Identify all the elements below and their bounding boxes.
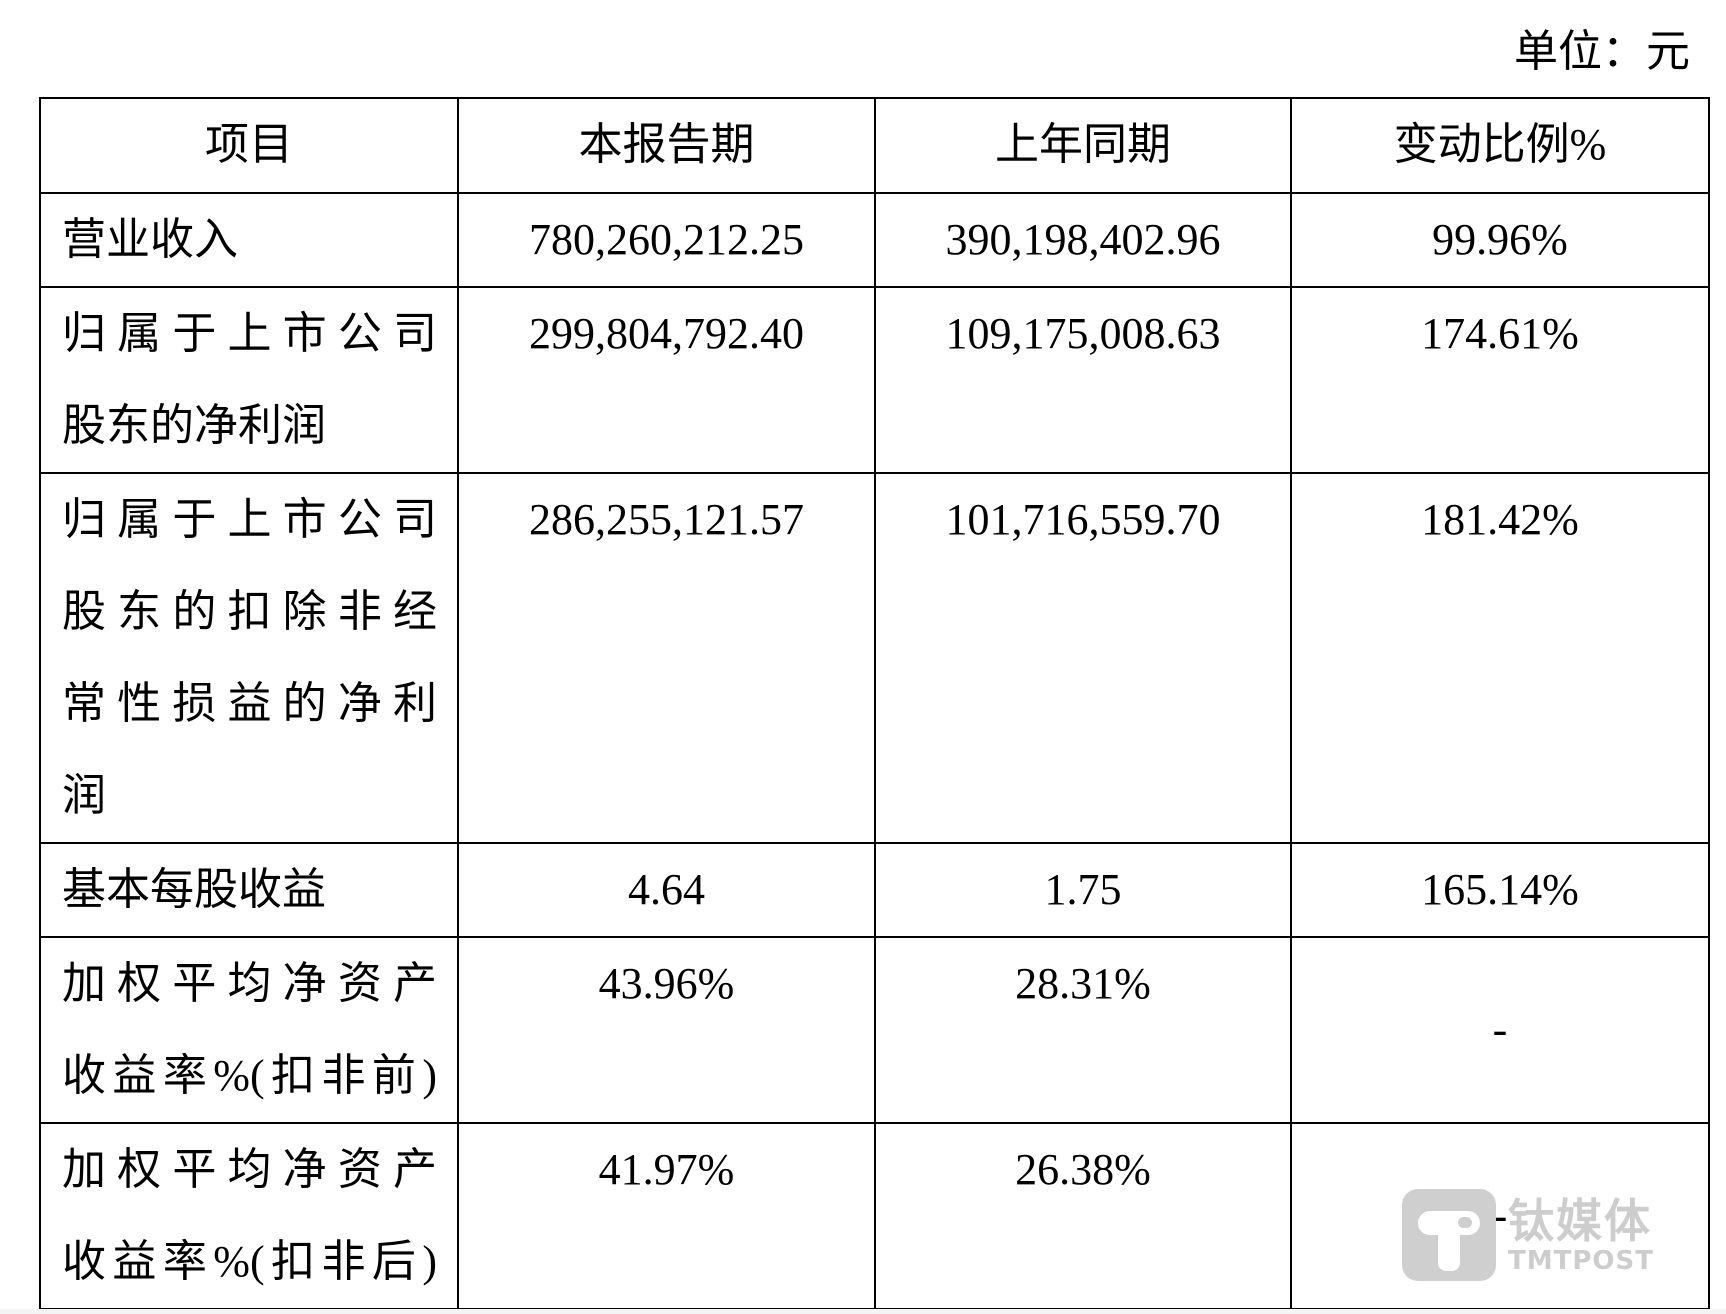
label-line: 股东的净利润 — [62, 401, 326, 450]
cell-prior: 1.75 — [874, 842, 1292, 938]
label-line: 加权平均净资产 — [62, 959, 437, 1008]
label-line: 营业收入 — [62, 215, 238, 264]
row-label: 营业收入 — [39, 192, 459, 288]
label-line: 基本每股收益 — [62, 865, 326, 914]
label-line: 股东的扣除非经 — [62, 587, 437, 636]
table-row: 加权平均净资产 收益率%(扣非后) 41.97% 26.38% - — [39, 1122, 1710, 1310]
cell-change: - — [1290, 1122, 1710, 1310]
unit-label: 单位：元 — [1514, 27, 1690, 76]
label-line: 归属于上市公司 — [62, 495, 437, 544]
cell-current: 286,255,121.57 — [457, 472, 876, 844]
label-line: 加权平均净资产 — [62, 1145, 437, 1194]
cell-prior: 109,175,008.63 — [874, 286, 1292, 474]
cell-change: 174.61% — [1290, 286, 1710, 474]
header-item: 项目 — [39, 97, 459, 194]
label-line: 收益率%(扣非前) — [62, 1051, 437, 1100]
cell-current: 299,804,792.40 — [457, 286, 876, 474]
header-change-ratio: 变动比例% — [1290, 97, 1710, 194]
cell-current: 43.96% — [457, 936, 876, 1124]
cell-change: 181.42% — [1290, 472, 1710, 844]
row-label: 归属于上市公司 股东的净利润 — [39, 286, 459, 474]
table-row: 归属于上市公司 股东的净利润 299,804,792.40 109,175,00… — [39, 286, 1710, 474]
table-row: 加权平均净资产 收益率%(扣非前) 43.96% 28.31% - — [39, 936, 1710, 1124]
row-label: 基本每股收益 — [39, 842, 459, 938]
label-line: 归属于上市公司 — [62, 309, 437, 358]
header-current-period: 本报告期 — [457, 97, 876, 194]
table-row: 基本每股收益 4.64 1.75 165.14% — [39, 842, 1710, 938]
watermark-en: TMTPOST — [1508, 1246, 1654, 1276]
cell-prior: 390,198,402.96 — [874, 192, 1292, 288]
label-line: 润 — [62, 771, 106, 820]
cell-prior: 26.38% — [874, 1122, 1292, 1310]
cell-change: 165.14% — [1290, 842, 1710, 938]
table-header-row: 项目 本报告期 上年同期 变动比例% — [39, 97, 1710, 194]
cell-change: 99.96% — [1290, 192, 1710, 288]
cell-prior: 28.31% — [874, 936, 1292, 1124]
label-line: 收益率%(扣非后) — [62, 1237, 437, 1286]
financial-table: 项目 本报告期 上年同期 变动比例% 营业收入 780,260,212.25 3… — [39, 97, 1710, 1310]
watermark-text: 钛媒体 TMTPOST — [1508, 1196, 1654, 1276]
row-label: 归属于上市公司 股东的扣除非经 常性损益的净利 润 — [39, 472, 459, 844]
cell-current: 41.97% — [457, 1122, 876, 1310]
table-row: 归属于上市公司 股东的扣除非经 常性损益的净利 润 286,255,121.57… — [39, 472, 1710, 844]
row-label: 加权平均净资产 收益率%(扣非前) — [39, 936, 459, 1124]
page-bottom-edge — [0, 1309, 1726, 1314]
table-row: 营业收入 780,260,212.25 390,198,402.96 99.96… — [39, 192, 1710, 288]
watermark-cn: 钛媒体 — [1508, 1194, 1652, 1248]
watermark-logo-icon — [1402, 1189, 1496, 1281]
cell-change: - — [1290, 936, 1710, 1124]
label-line: 常性损益的净利 — [62, 679, 437, 728]
header-prior-period: 上年同期 — [874, 97, 1292, 194]
row-label: 加权平均净资产 收益率%(扣非后) — [39, 1122, 459, 1310]
cell-current: 780,260,212.25 — [457, 192, 876, 288]
cell-current: 4.64 — [457, 842, 876, 938]
cell-prior: 101,716,559.70 — [874, 472, 1292, 844]
